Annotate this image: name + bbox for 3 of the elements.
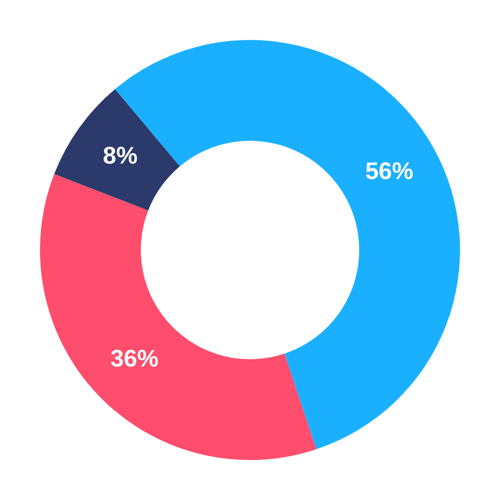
data-label: 36% <box>110 346 158 373</box>
data-label: 8% <box>102 142 138 170</box>
data-label: 56% <box>365 158 414 185</box>
